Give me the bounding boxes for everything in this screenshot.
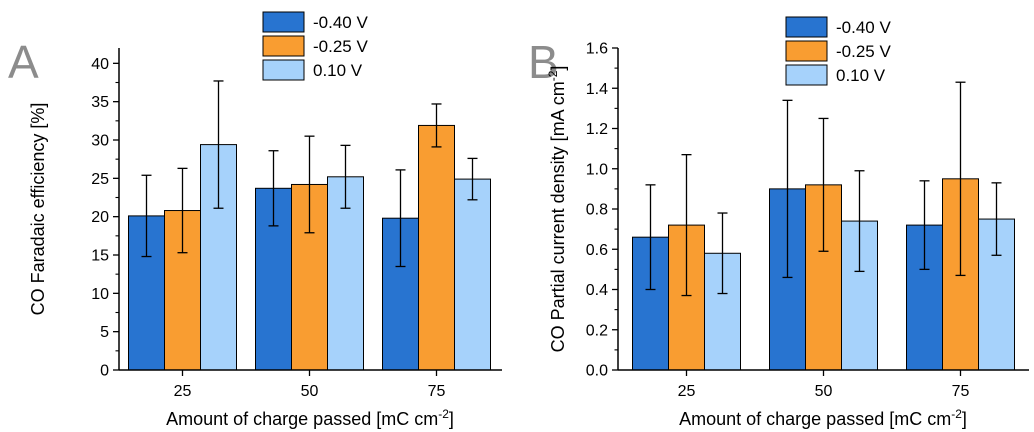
x-axis-label-text: Amount of charge passed [mC cm: [166, 409, 438, 429]
legend-swatch: [785, 40, 828, 62]
bar: [327, 176, 364, 371]
y-tick-label: 25: [91, 171, 109, 188]
legend-label: 0.10 V: [836, 66, 886, 85]
y-tick-label: 35: [91, 94, 109, 111]
bar: [418, 124, 455, 371]
legend-label: -0.25 V: [313, 37, 368, 56]
y-tick-label: 0.0: [586, 363, 608, 380]
y-tick-label: 0.2: [586, 322, 608, 339]
legend-swatch: [785, 64, 828, 86]
panel-letter: B: [528, 36, 559, 88]
y-tick-label: 1.2: [586, 121, 608, 138]
y-axis-label-text: CO Faradaic efficiency [%]: [28, 103, 48, 316]
y-axis-label-end: ]: [548, 66, 568, 71]
x-axis-label-end: ]: [962, 409, 967, 429]
x-tick-label: 25: [174, 383, 192, 400]
panel-letter: A: [8, 36, 39, 88]
legend-label: 0.10 V: [313, 61, 363, 80]
y-tick-label: 5: [100, 324, 109, 341]
x-tick-label: 50: [815, 383, 833, 400]
y-axis-label-sup: -2: [546, 70, 560, 81]
y-tick-label: 1.4: [586, 81, 608, 98]
x-axis-label-sup: -2: [438, 407, 449, 421]
x-axis-label-end: ]: [449, 409, 454, 429]
x-axis-label-text: Amount of charge passed [mC cm: [679, 409, 951, 429]
legend-swatch: [262, 35, 305, 57]
y-axis-label-text: CO Partial current density [mA cm: [548, 81, 568, 352]
y-axis-label: CO Partial current density [mA cm-2]: [546, 66, 568, 353]
y-tick-label: 40: [91, 56, 109, 73]
x-tick-label: 25: [678, 383, 696, 400]
legend-swatch: [262, 59, 305, 81]
y-axis-label: CO Faradaic efficiency [%]: [28, 103, 48, 316]
y-tick-label: 30: [91, 133, 109, 150]
x-tick-label: 50: [301, 383, 319, 400]
panel-a: A 25 50 75 0 5 10 15 20 25 30 35 40 CO Faradaic effic…: [8, 11, 502, 429]
y-tick-label: 10: [91, 286, 109, 303]
legend-swatch: [262, 11, 305, 33]
legend-label: -0.25 V: [836, 42, 891, 61]
y-tick-label: 1.6: [586, 41, 608, 58]
legend-label: -0.40 V: [313, 13, 368, 32]
legend-swatch: [785, 16, 828, 38]
y-tick-label: 0.4: [586, 282, 608, 299]
legend-label: -0.40 V: [836, 18, 891, 37]
y-tick-label: 0.8: [586, 202, 608, 219]
panel-b: B 25 50 75 0.0 0.2 0.4 0.6 0.8 1.0 1.2 1.4 1.6 CO Par…: [528, 16, 1029, 429]
legend: -0.40 V -0.25 V 0.10 V: [785, 16, 891, 86]
legend: -0.40 V -0.25 V 0.10 V: [262, 11, 368, 81]
bar: [454, 178, 491, 371]
x-axis-label-sup: -2: [951, 407, 962, 421]
x-axis-label: Amount of charge passed [mC cm-2]: [166, 407, 454, 429]
x-axis-label: Amount of charge passed [mC cm-2]: [679, 407, 967, 429]
y-tick-label: 1.0: [586, 161, 608, 178]
x-tick-label: 75: [428, 383, 446, 400]
y-tick-label: 0.6: [586, 242, 608, 259]
y-tick-label: 20: [91, 209, 109, 226]
x-tick-label: 75: [952, 383, 970, 400]
y-tick-label: 15: [91, 248, 109, 265]
y-tick-label: 0: [100, 363, 109, 380]
